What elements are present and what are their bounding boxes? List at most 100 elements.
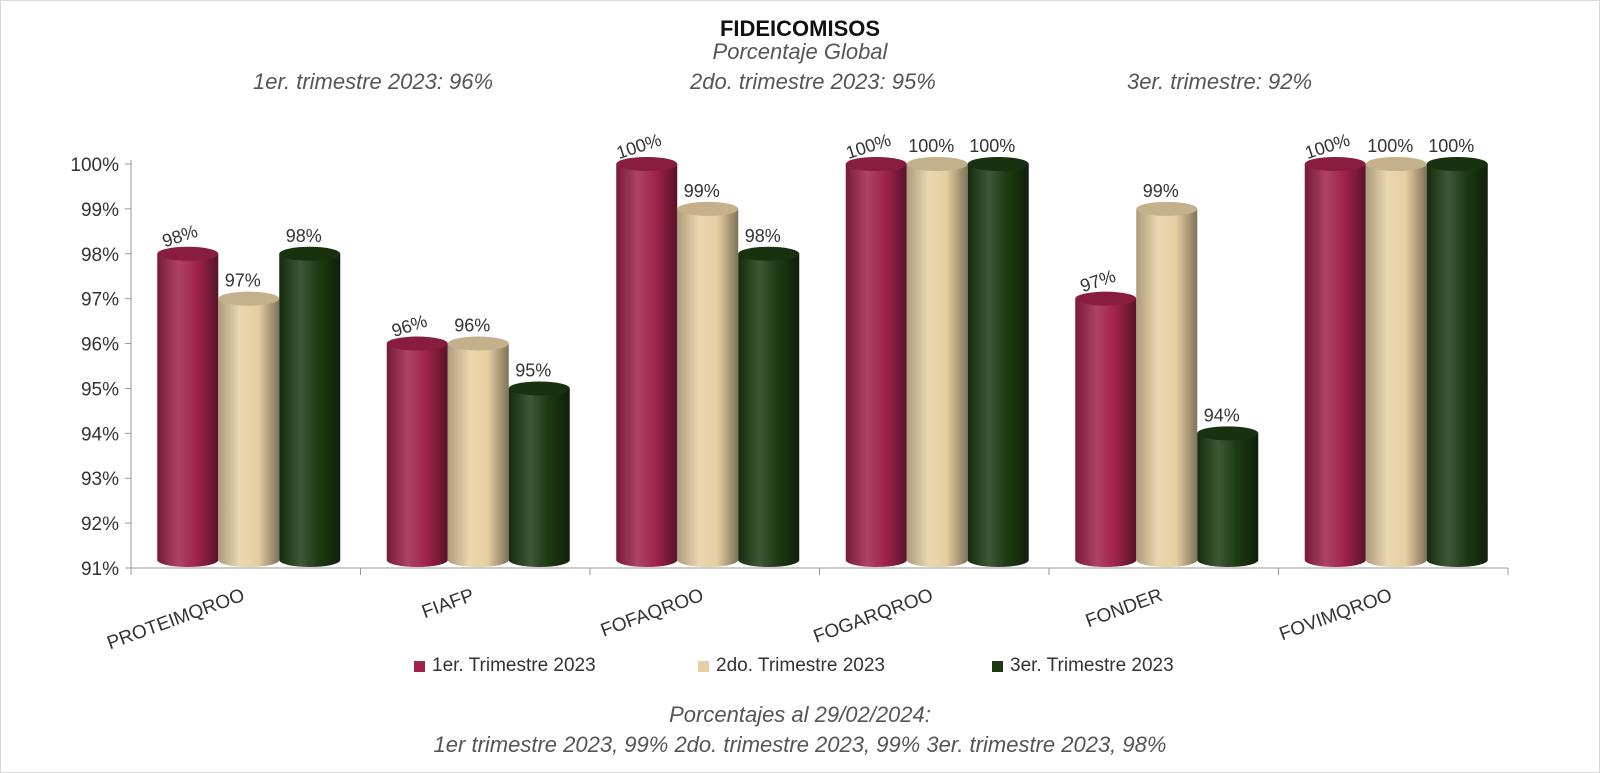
data-label: 97%: [1078, 266, 1118, 296]
bar-body: [447, 343, 509, 567]
bar-body: [1365, 164, 1427, 567]
bar-cap: [218, 291, 280, 306]
bar-body: [738, 253, 800, 567]
bar: [1075, 291, 1137, 567]
y-tick-label: 99%: [81, 200, 119, 221]
data-label: 100%: [969, 136, 1015, 156]
bar-body: [906, 164, 968, 567]
bar-cap: [1197, 426, 1259, 441]
bar: [1426, 157, 1488, 567]
x-category-label: FOVIMQROO: [1277, 585, 1395, 645]
x-category-label: FIAFP: [419, 585, 477, 623]
y-tick-label: 97%: [81, 290, 119, 311]
bar-cap: [845, 157, 907, 171]
legend-label-q2: 2do. Trimestre 2023: [716, 655, 885, 676]
bar-body: [1075, 298, 1137, 567]
data-label: 95%: [515, 360, 551, 380]
bar-body: [677, 208, 739, 567]
bar-body: [967, 164, 1029, 567]
bar: [508, 381, 570, 567]
data-label: 96%: [454, 316, 490, 336]
bar-body: [508, 388, 570, 567]
y-tick-label: 95%: [81, 379, 119, 400]
y-tick-label: 98%: [81, 245, 119, 266]
bar: [1304, 157, 1366, 567]
data-label: 100%: [1428, 136, 1474, 156]
legend-item-q2: 2do. Trimestre 2023: [698, 655, 885, 677]
bar: [1136, 201, 1198, 567]
bar-cap: [508, 381, 570, 396]
bar: [677, 201, 739, 567]
legend-label-q3: 3er. Trimestre 2023: [1010, 655, 1174, 676]
bar: [386, 336, 448, 567]
y-tick-label: 93%: [81, 469, 119, 490]
bar: [447, 336, 509, 567]
bar-body: [1426, 164, 1488, 567]
bar-body: [1304, 164, 1366, 567]
bar-body: [218, 298, 280, 567]
chart-title: FIDEICOMISOS: [719, 16, 881, 41]
data-label: 94%: [1204, 405, 1240, 425]
x-category-label: PROTEIMQROO: [104, 585, 247, 654]
bar: [218, 291, 280, 567]
bar-body: [386, 343, 448, 567]
bar-body: [1136, 208, 1198, 567]
bar-cap: [677, 201, 739, 216]
bar: [738, 246, 800, 567]
legend-swatch-q2: [698, 660, 709, 672]
bar-body: [845, 164, 907, 567]
bar-cap: [1365, 157, 1427, 171]
bar-cap: [616, 157, 678, 171]
y-tick-label: 94%: [81, 424, 119, 445]
bar-cap: [906, 157, 968, 171]
y-tick-label: 91%: [81, 559, 119, 580]
data-label: 98%: [286, 226, 322, 246]
bar: [279, 246, 341, 567]
bar-cap: [967, 157, 1029, 171]
legend-swatch-q3: [992, 660, 1003, 672]
bar-cap: [279, 246, 341, 261]
data-label: 97%: [225, 271, 261, 291]
chart-subtitle: Porcentaje Global: [712, 39, 888, 64]
data-label: 98%: [745, 226, 781, 246]
data-label: 96%: [389, 311, 429, 341]
footer-line-2: 1er trimestre 2023, 99% 2do. trimestre 2…: [433, 732, 1167, 757]
x-category-label: FOGARQROO: [811, 585, 936, 648]
data-label: 99%: [684, 181, 720, 201]
data-label: 100%: [908, 136, 954, 156]
bar-cap: [738, 246, 800, 261]
bar-cap: [1426, 157, 1488, 171]
legend-item-q1: 1er. Trimestre 2023: [414, 655, 596, 677]
quarter-note-3: 3er. trimestre: 92%: [1127, 69, 1313, 94]
bar-body: [1197, 433, 1259, 567]
bar-cap: [386, 336, 448, 351]
legend-swatch-q1: [414, 660, 425, 672]
bar: [157, 246, 219, 567]
bar: [845, 157, 907, 567]
x-category-label: FOFAQROO: [598, 585, 706, 642]
bar-layer: [157, 157, 1488, 567]
footer-line-1: Porcentajes al 29/02/2024:: [669, 702, 931, 727]
y-tick-label: 92%: [81, 514, 119, 535]
bar-cap: [1304, 157, 1366, 171]
quarter-note-1: 1er. trimestre 2023: 96%: [253, 69, 494, 94]
x-category-label: FONDER: [1083, 585, 1166, 632]
data-label: 98%: [160, 221, 200, 251]
y-tick-label: 100%: [70, 155, 119, 176]
bar: [1365, 157, 1427, 567]
bar-cap: [157, 246, 219, 261]
bar-cap: [1136, 201, 1198, 216]
bar: [967, 157, 1029, 567]
bar-body: [157, 253, 219, 567]
y-tick-label: 96%: [81, 335, 119, 356]
bar-body: [279, 253, 341, 567]
bar-cap: [447, 336, 509, 351]
quarter-note-2: 2do. trimestre 2023: 95%: [690, 69, 936, 94]
bar: [906, 157, 968, 567]
data-label: 100%: [1367, 136, 1413, 156]
bar: [616, 157, 678, 567]
legend-item-q3: 3er. Trimestre 2023: [992, 655, 1174, 677]
legend-label-q1: 1er. Trimestre 2023: [432, 655, 596, 676]
bar: [1197, 426, 1259, 567]
